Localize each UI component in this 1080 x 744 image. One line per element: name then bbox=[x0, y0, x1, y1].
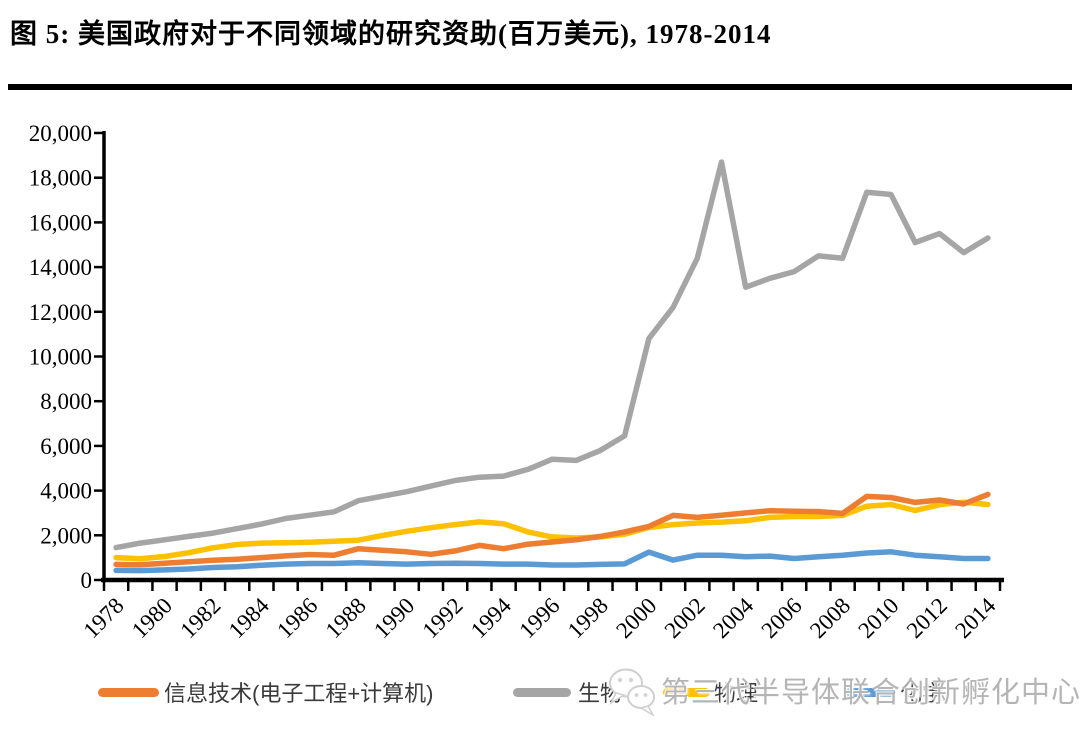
x-tick-label: 2000 bbox=[611, 593, 661, 643]
x-tick-label: 1986 bbox=[272, 593, 322, 643]
x-tick-label: 2002 bbox=[660, 593, 710, 643]
legend-label-it: 信息技术(电子工程+计算机) bbox=[164, 681, 434, 706]
x-tick-label: 1978 bbox=[78, 593, 128, 643]
y-tick-label: 0 bbox=[81, 568, 93, 593]
y-tick-label: 2,000 bbox=[40, 523, 92, 548]
series-line-physics bbox=[113, 499, 991, 562]
legend-swatch-physics-icon bbox=[663, 687, 710, 697]
legend-label-chemistry: 化学 bbox=[900, 681, 945, 706]
legend-item-it: 信息技术(电子工程+计算机) bbox=[98, 676, 434, 708]
x-tick-label: 1992 bbox=[417, 593, 467, 643]
y-tick-label: 4,000 bbox=[40, 479, 92, 504]
x-tick-label: 2010 bbox=[853, 593, 903, 643]
x-tick-label: 1980 bbox=[127, 593, 177, 643]
chart-legend: 信息技术(电子工程+计算机) 生物 物理 化学 bbox=[0, 676, 1080, 712]
x-tick-label: 1996 bbox=[514, 593, 564, 643]
y-tick-label: 8,000 bbox=[40, 389, 92, 414]
x-tick-label: 1998 bbox=[563, 593, 613, 643]
y-tick-label: 6,000 bbox=[40, 434, 92, 459]
x-tick-label: 2014 bbox=[950, 593, 1001, 644]
y-tick-label: 10,000 bbox=[29, 345, 92, 370]
line-chart: 0 2,000 4,000 6,000 8,000 10,000 12,000 14,000 1… bbox=[29, 121, 1004, 644]
y-tick-label: 12,000 bbox=[29, 300, 92, 325]
x-tick-label: 2004 bbox=[708, 593, 759, 644]
legend-label-physics: 物理 bbox=[714, 681, 759, 706]
title-divider-rule bbox=[8, 84, 1072, 90]
x-tick-label: 2008 bbox=[805, 593, 855, 643]
legend-item-chemistry: 化学 bbox=[845, 676, 944, 708]
y-tick-label: 14,000 bbox=[29, 255, 92, 280]
series-line-it bbox=[113, 491, 991, 568]
y-tick-label: 20,000 bbox=[29, 121, 92, 146]
series-line-chemistry bbox=[113, 549, 991, 574]
y-tick-label: 16,000 bbox=[29, 210, 92, 235]
series-line-biology bbox=[113, 159, 991, 551]
x-tick-label: 1982 bbox=[175, 593, 225, 643]
x-tick-label: 1984 bbox=[224, 593, 275, 644]
x-tick-label: 1994 bbox=[466, 593, 517, 644]
figure-title: 图 5: 美国政府对于不同领域的研究资助(百万美元), 1978-2014 bbox=[10, 19, 772, 49]
legend-swatch-biology-icon bbox=[513, 687, 571, 697]
y-tick-label: 18,000 bbox=[29, 166, 92, 191]
x-tick-label: 2006 bbox=[756, 593, 806, 643]
x-tick-label: 1988 bbox=[321, 593, 371, 643]
x-tick-label: 1990 bbox=[369, 593, 419, 643]
legend-item-physics: 物理 bbox=[663, 676, 758, 708]
x-tick-label: 2012 bbox=[902, 593, 952, 643]
legend-swatch-chemistry-icon bbox=[845, 687, 895, 697]
legend-label-biology: 生物 bbox=[578, 681, 623, 706]
legend-swatch-it-icon bbox=[98, 687, 159, 697]
legend-item-biology: 生物 bbox=[513, 676, 622, 708]
